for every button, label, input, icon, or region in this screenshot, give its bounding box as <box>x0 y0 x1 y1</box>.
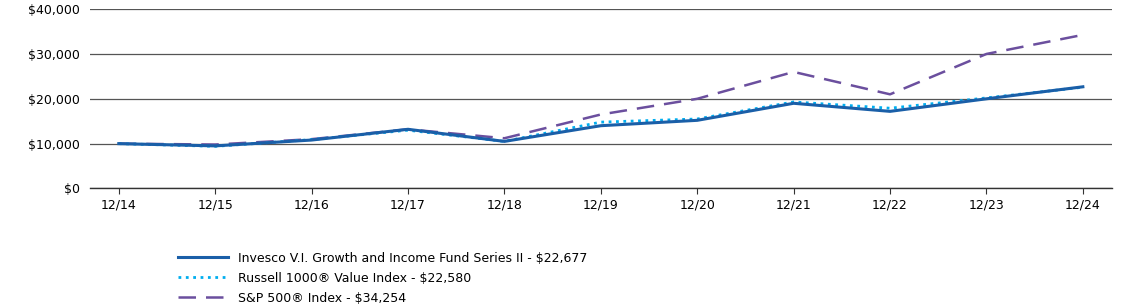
Legend: Invesco V.I. Growth and Income Fund Series II - $22,677, Russell 1000® Value Ind: Invesco V.I. Growth and Income Fund Seri… <box>177 252 587 304</box>
